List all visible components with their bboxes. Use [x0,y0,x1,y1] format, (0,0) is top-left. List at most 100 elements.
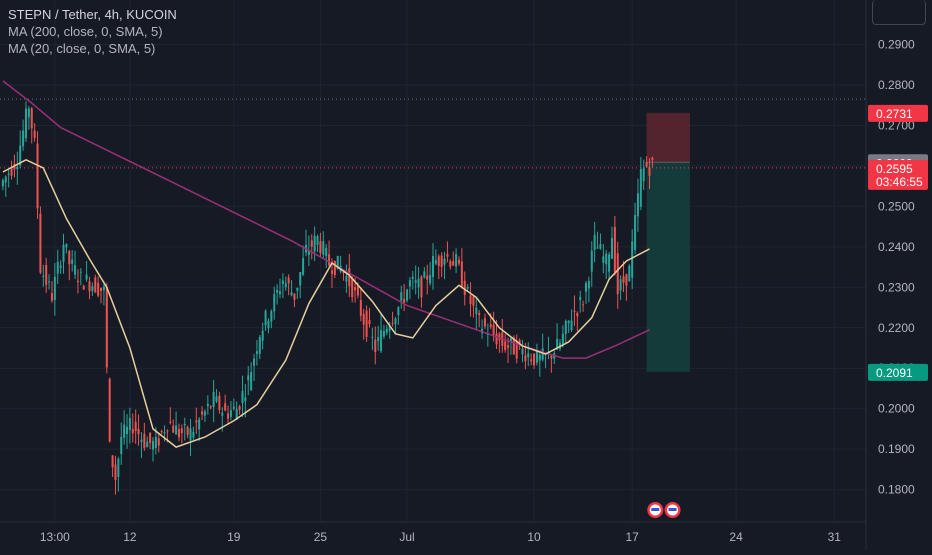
candle [394,316,397,334]
candle-body [530,359,533,362]
candle-body [359,299,362,316]
candle-body [527,353,530,358]
candle-body [238,406,241,410]
candle-body [247,375,250,381]
candle [71,250,74,272]
candle [455,248,458,274]
candle [105,282,108,374]
candle-body [330,270,333,274]
candle [140,432,143,459]
candle-body [541,348,544,360]
candle [108,377,111,443]
candle [94,274,97,293]
candle [151,437,155,462]
candle [189,418,192,456]
candle-body [610,237,613,259]
candle [385,324,388,336]
candle [403,284,406,312]
candle-body [123,424,126,438]
candle-body [371,336,374,338]
candle-body [368,320,371,325]
candle-body [45,264,48,285]
price-scale-control[interactable] [872,0,926,25]
candle [180,424,183,444]
price-tag-target[interactable]: 0.2091 [868,363,928,381]
candle-body [325,247,328,257]
time-tick-label: 24 [729,530,743,544]
candle-body [475,307,478,315]
candle-body [322,241,325,255]
candle-body [284,283,287,288]
us-event-icon[interactable] [647,502,664,518]
candle-body [261,330,264,341]
candle-body [264,310,267,326]
candle [368,307,371,328]
candle [30,106,33,144]
candle-body [154,436,157,449]
price-tag-bg [868,363,928,381]
candle-body [19,145,22,166]
candle [146,436,149,448]
candle-body [241,391,244,403]
candle [504,334,507,353]
candle [177,423,180,442]
candle [24,101,27,142]
candle-body [648,167,651,176]
candle-body [417,278,420,288]
price-tag-stop[interactable]: 0.2731 [868,104,928,122]
candle [440,252,443,278]
candle-body [48,281,51,283]
candle-body [146,441,149,448]
candle-body [198,419,201,430]
candle-body [310,240,313,247]
candle [634,202,637,255]
candle [567,320,570,333]
candle-body [377,336,380,342]
candle-body [316,236,319,245]
candle [417,266,420,299]
candle [613,216,616,276]
candle-body [380,330,383,352]
candle [642,159,645,191]
candle-body [102,286,105,291]
candle-body [587,280,590,289]
chart-legend: STEPN / Tether, 4h, KUCOIN MA (200, clos… [8,6,177,57]
candle [203,409,206,422]
candle-body [478,313,481,316]
candle [619,275,622,301]
price-tick-label: 0.1800 [878,483,915,497]
candle-body [293,293,296,300]
candle [325,243,328,268]
time-tick-label: 31 [828,530,842,544]
candle [4,175,7,197]
candle-body [631,241,634,278]
candle-body [460,261,463,288]
candle-body [489,324,492,328]
candle-body [590,250,593,272]
candle-body [561,333,564,345]
candle-body [117,458,120,477]
ma200-legend[interactable]: MA (200, close, 0, SMA, 5) [8,24,163,39]
candle-body [452,261,455,266]
candle [114,455,117,495]
take-profit-zone [646,162,690,372]
candle [333,260,336,278]
symbol-title[interactable]: STEPN / Tether, 4h, KUCOIN [8,7,177,22]
candle [227,405,230,424]
candle-body [535,350,538,363]
price-tag-countdown: 03:46:55 [876,175,923,189]
candle [137,414,140,446]
us-event-icon[interactable] [664,502,681,518]
candle [322,231,325,259]
price-tick-label: 0.2200 [878,321,915,335]
time-tick-label: 25 [314,530,328,544]
candle [622,260,625,293]
candle [593,221,596,263]
candle-body [431,256,435,277]
ma20-legend[interactable]: MA (20, close, 0, SMA, 5) [8,41,156,56]
candle [284,276,287,291]
candle-body [518,339,521,345]
